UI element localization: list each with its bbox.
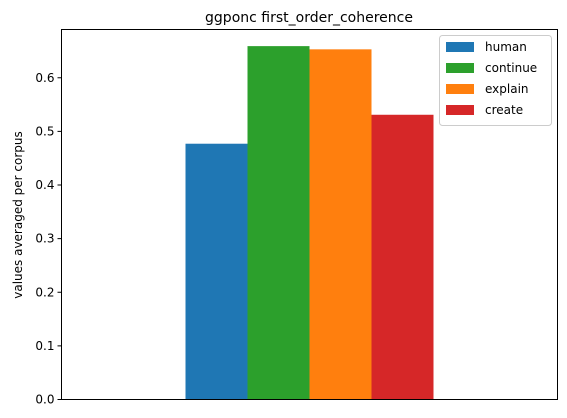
y-tick-label: 0.4	[35, 178, 54, 192]
y-tick-label: 0.2	[35, 285, 54, 299]
y-tick-label: 0.0	[35, 393, 54, 407]
legend-frame	[439, 35, 552, 126]
legend-label-continue: continue	[485, 61, 537, 75]
y-tick-label: 0.1	[35, 339, 54, 353]
y-tick-label: 0.6	[35, 71, 54, 85]
legend-label-explain: explain	[485, 82, 529, 96]
legend: human continue explain create	[439, 35, 552, 126]
plot-frame	[61, 29, 558, 400]
legend-label-create: create	[485, 103, 523, 117]
legend-swatch-human	[446, 42, 474, 52]
y-axis-ticks: 0.0 0.1 0.2 0.3 0.4 0.5 0.6	[35, 71, 62, 407]
bar-continue	[247, 46, 310, 400]
bar-create	[371, 114, 434, 400]
chart-title: ggponc first_order_coherence	[205, 10, 413, 26]
y-axis-label: values averaged per corpus	[11, 131, 25, 299]
legend-swatch-continue	[446, 63, 474, 73]
bars-group	[185, 46, 434, 400]
legend-label-human: human	[485, 40, 527, 54]
y-tick-label: 0.3	[35, 232, 54, 246]
bar-human	[185, 143, 248, 400]
legend-swatch-explain	[446, 84, 474, 94]
y-tick-label: 0.5	[35, 124, 54, 138]
bar-explain	[309, 49, 372, 400]
legend-swatch-create	[446, 105, 474, 115]
